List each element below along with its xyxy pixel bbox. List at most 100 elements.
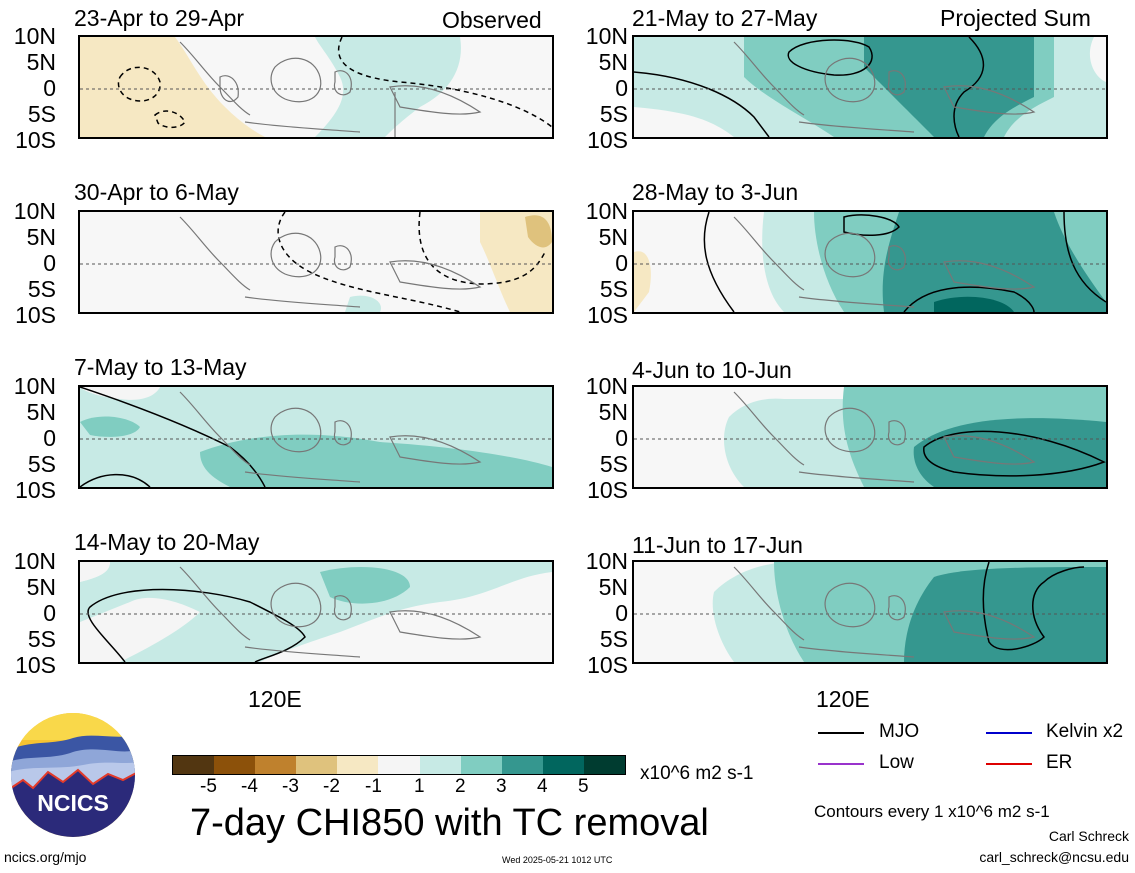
legend-label-er: ER [1046, 752, 1073, 773]
panel-title-6: 28-May to 3-Jun [632, 179, 799, 205]
ytick: 10N [585, 23, 628, 49]
colorbar-tick: -2 [323, 776, 340, 797]
xtick-right: 120E [816, 686, 870, 712]
ytick: 5N [26, 574, 56, 600]
ytick: 10N [13, 548, 56, 574]
legend-swatch-low [818, 763, 864, 765]
colorbar-swatch [501, 756, 543, 774]
main-title: 7-day CHI850 with TC removal [190, 802, 709, 844]
ytick: 5S [599, 276, 628, 302]
colorbar-swatch [296, 756, 338, 774]
colorbar-swatches [172, 755, 626, 775]
ytick: 5S [599, 451, 628, 477]
contours-note: Contours every 1 x10^6 m2 s-1 [814, 802, 1050, 821]
ytick: 0 [615, 75, 628, 101]
colorbar-swatch [460, 756, 502, 774]
panel-title-5: 21-May to 27-May [632, 5, 818, 31]
ytick: 10S [15, 127, 56, 153]
panel-title-2: 30-Apr to 6-May [74, 179, 239, 205]
map-panel-5-svg [634, 37, 1106, 137]
timestamp: Wed 2025-05-21 1012 UTC [502, 855, 613, 865]
ytick: 10S [587, 477, 628, 503]
legend-label-low: Low [879, 752, 914, 773]
panel-title-1: 23-Apr to 29-Apr [74, 5, 245, 31]
ytick: 10S [15, 652, 56, 678]
ytick: 0 [43, 250, 56, 276]
ytick: 5N [598, 574, 628, 600]
legend-swatch-er [986, 763, 1032, 765]
ytick: 5S [599, 101, 628, 127]
map-panel-3 [78, 385, 554, 489]
ytick: 5N [26, 49, 56, 75]
ytick: 10N [585, 198, 628, 224]
colorbar-tick: 1 [414, 776, 425, 797]
ytick: 0 [43, 75, 56, 101]
colorbar-tick: 4 [537, 776, 548, 797]
colorbar-swatch [173, 756, 215, 774]
map-panel-8 [632, 560, 1108, 664]
map-panel-1-svg [80, 37, 552, 137]
panel-title-7: 4-Jun to 10-Jun [632, 357, 792, 383]
colorbar-swatch [583, 756, 626, 774]
ytick: 10N [585, 548, 628, 574]
colorbar-tick: 2 [455, 776, 466, 797]
colorbar-swatch [255, 756, 297, 774]
ncics-logo: NCICS [8, 710, 138, 840]
colorbar-swatch [337, 756, 379, 774]
colorbar-tick: -3 [282, 776, 299, 797]
colorbar-tick: 5 [578, 776, 589, 797]
author-email[interactable]: carl_schreck@ncsu.edu [979, 849, 1129, 865]
ytick: 10N [13, 373, 56, 399]
map-panel-2 [78, 210, 554, 314]
ytick: 10N [585, 373, 628, 399]
panel-label-observed: Observed [442, 7, 542, 33]
map-panel-6 [632, 210, 1108, 314]
map-panel-4-svg [80, 562, 552, 662]
colorbar-tick: -5 [200, 776, 217, 797]
legend-label-mjo: MJO [879, 721, 920, 742]
map-panel-7 [632, 385, 1108, 489]
ytick: 10N [13, 23, 56, 49]
panel-title-4: 14-May to 20-May [74, 529, 260, 555]
ytick: 5N [598, 49, 628, 75]
ytick: 0 [615, 250, 628, 276]
ytick: 10S [15, 302, 56, 328]
map-panel-8-svg [634, 562, 1106, 662]
ytick: 5S [27, 451, 56, 477]
ytick: 5S [27, 276, 56, 302]
ytick: 10S [587, 127, 628, 153]
panel-label-projected: Projected Sum [940, 5, 1091, 31]
author: Carl Schreck [1048, 828, 1129, 844]
ytick: 5N [26, 224, 56, 250]
colorbar-swatch [419, 756, 461, 774]
ytick: 5S [599, 626, 628, 652]
ytick: 0 [43, 600, 56, 626]
logo-text: NCICS [37, 790, 109, 816]
map-panel-4 [78, 560, 554, 664]
panel-title-3: 7-May to 13-May [74, 354, 247, 380]
ytick: 5N [598, 399, 628, 425]
xtick-left: 120E [248, 686, 302, 712]
map-panel-5 [632, 35, 1108, 139]
colorbar-tick: 3 [496, 776, 507, 797]
ncics-logo-icon: NCICS [11, 713, 135, 837]
map-panel-2-svg [80, 212, 552, 312]
colorbar-tick: -4 [241, 776, 258, 797]
legend-label-kelvin: Kelvin x2 [1046, 721, 1124, 742]
map-panel-7-svg [634, 387, 1106, 487]
ytick: 10S [15, 477, 56, 503]
colorbar-tick: -1 [365, 776, 382, 797]
ytick: 5S [27, 101, 56, 127]
colorbar-swatch [214, 756, 256, 774]
ytick: 0 [615, 425, 628, 451]
colorbar-swatch [542, 756, 584, 774]
map-panel-1 [78, 35, 554, 139]
legend-swatch-kelvin [986, 732, 1032, 734]
ytick: 0 [615, 600, 628, 626]
ytick: 10S [587, 302, 628, 328]
ytick: 10N [13, 198, 56, 224]
legend-swatch-mjo [818, 732, 864, 734]
colorbar-units: x10^6 m2 s-1 [640, 763, 754, 784]
site-link[interactable]: ncics.org/mjo [4, 849, 87, 865]
ytick: 10S [587, 652, 628, 678]
